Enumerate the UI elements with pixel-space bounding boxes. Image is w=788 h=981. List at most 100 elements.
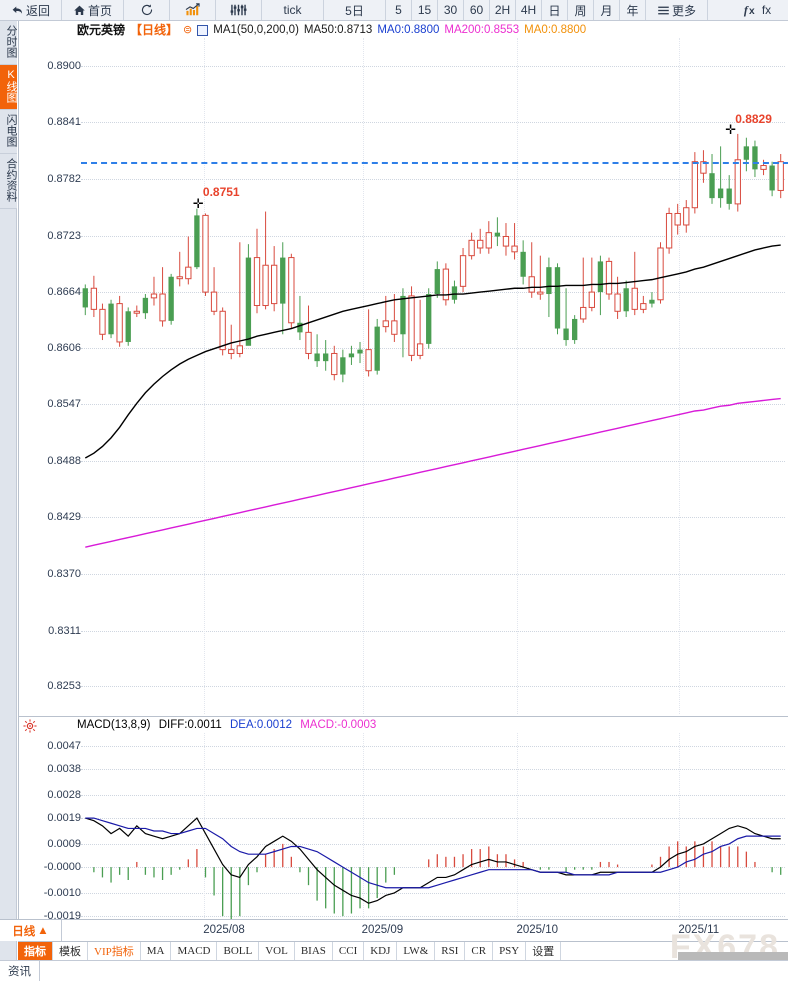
macd-gridline — [81, 843, 785, 845]
macd-ytick-6: -0.0010 — [43, 886, 81, 899]
toolbar-btn-m30[interactable]: 30 — [438, 0, 464, 20]
toolbar-btn-h2[interactable]: 2H — [490, 0, 516, 20]
reference-price-line — [81, 161, 788, 164]
macd-svg — [85, 817, 782, 922]
indicator-btn-PSY[interactable]: PSY — [493, 942, 527, 960]
toolbar-btn-chart[interactable] — [170, 0, 216, 20]
macd-ytick-4: 0.0009 — [47, 837, 81, 850]
price-panel[interactable]: 0.8900 0.8841 0.8782 0.8723 0.8664 0.8606 0.85… — [19, 38, 788, 714]
macd-name: MACD(13,8,9) — [77, 719, 151, 731]
sidebar-item-2[interactable]: 闪电图 — [0, 110, 17, 154]
price-gridline — [81, 178, 785, 180]
toolbar-btn-m15[interactable]: 15 — [412, 0, 438, 20]
price-gridline — [81, 460, 785, 462]
indicator-sliders-icon — [229, 3, 248, 17]
indicator-btn-LW&[interactable]: LW& — [397, 942, 436, 960]
price-ytick-0: 0.8900 — [47, 59, 81, 72]
period-label: 【日线】 — [130, 23, 179, 37]
symbol-mark-icon: ⊜ — [183, 24, 193, 36]
toolbar-spacer — [708, 0, 726, 20]
bar-chart-icon — [184, 3, 202, 17]
toolbar-btn-tick[interactable]: tick — [262, 0, 324, 20]
price-vgridline — [679, 38, 681, 714]
indicator-btn-CR[interactable]: CR — [465, 942, 494, 960]
toolbar-btn-day[interactable]: 日 — [542, 0, 568, 20]
price-ytick-1: 0.8841 — [47, 116, 81, 129]
macd-gridline — [81, 745, 785, 747]
sidebar-item-3[interactable]: 合约资料 — [0, 154, 17, 209]
indicator-btn-VIP指标[interactable]: VIP指标 — [88, 942, 141, 960]
price-ytick-4: 0.8664 — [47, 286, 81, 299]
indicator-thumb-icon[interactable] — [197, 25, 209, 36]
price-ytick-2: 0.8782 — [47, 172, 81, 185]
toolbar-btn-home[interactable]: 首页 — [62, 0, 124, 20]
sidebar-item-0[interactable]: 分时图 — [0, 21, 17, 65]
macd-gridline — [81, 916, 785, 918]
indicator-btn-MACD[interactable]: MACD — [171, 942, 218, 960]
price-ytick-10: 0.8311 — [48, 624, 81, 637]
macd-panel[interactable]: MACD(13,8,9) DIFF:0.0011 DEA:0.0012 MACD… — [19, 716, 788, 928]
macd-y-axis: 0.0047 0.0038 0.0028 0.0019 0.0009 -0.0000 -0.… — [19, 717, 81, 928]
price-ytick-6: 0.8547 — [47, 398, 81, 411]
indicator-btn-RSI[interactable]: RSI — [435, 942, 466, 960]
toolbar-btn-m5[interactable]: 5 — [386, 0, 412, 20]
toolbar-btn-m60[interactable]: 60 — [464, 0, 490, 20]
candlestick-svg — [82, 133, 784, 548]
macd-ytick-5: -0.0000 — [43, 861, 81, 874]
price-gridline — [81, 686, 785, 688]
indicator-btn-VOL[interactable]: VOL — [259, 942, 295, 960]
x-axis-dates: 2025/08 2025/09 2025/10 2025/11 — [18, 919, 788, 941]
indicator-btn-KDJ[interactable]: KDJ — [364, 942, 398, 960]
indicator-btn-CCI[interactable]: CCI — [333, 942, 365, 960]
indicator-btn-MA[interactable]: MA — [141, 942, 172, 960]
toolbar-label-m30: 30 — [443, 3, 458, 17]
toolbar-btn-indicators[interactable] — [216, 0, 262, 20]
left-sidebar: 分时图 K线图 闪电图 合约资料 — [0, 21, 17, 960]
price-plot[interactable]: 0.8751 ✛ 0.8829 ✛ — [81, 38, 788, 714]
macd-ytick-0: 0.0047 — [47, 739, 81, 752]
toolbar-btn-h4[interactable]: 4H — [516, 0, 542, 20]
toolbar-btn-month[interactable]: 月 — [594, 0, 620, 20]
toolbar-btn-week[interactable]: 周 — [568, 0, 594, 20]
ma200-value: MA200:0.8553 — [444, 23, 520, 36]
x-axis-label-0: 2025/08 — [203, 924, 245, 936]
toolbar-btn-year[interactable]: 年 — [620, 0, 646, 20]
macd-gridline — [81, 769, 785, 771]
footer-bar: 资讯 — [0, 960, 788, 981]
annotation-high-2: 0.8829 — [735, 111, 772, 126]
ma0-orange-value: MA0:0.8800 — [524, 23, 587, 36]
price-ytick-11: 0.8253 — [47, 680, 81, 693]
symbol-name: 欧元英镑 — [77, 23, 126, 37]
toolbar-btn-fx[interactable]: f x fx — [726, 0, 788, 20]
toolbar-btn-more[interactable]: 更多 — [646, 0, 708, 20]
toolbar-btn-5day[interactable]: 5日 — [324, 0, 386, 20]
horizontal-scrollbar-thumb[interactable] — [678, 952, 788, 960]
ma-line-MA200 — [85, 397, 781, 548]
price-gridline — [81, 404, 785, 406]
period-selector-tag[interactable]: 日线 ▲ — [0, 919, 62, 941]
toolbar-label-m15: 15 — [417, 3, 432, 17]
svg-text:f: f — [744, 3, 749, 17]
indicator-btn-模板[interactable]: 模板 — [53, 942, 88, 960]
indicator-btn-指标[interactable]: 指标 — [18, 942, 53, 960]
svg-text:x: x — [749, 6, 755, 17]
indicator-btn-设置[interactable]: 设置 — [526, 942, 562, 960]
toolbar-label-fx: fx — [761, 3, 772, 17]
macd-plot[interactable] — [81, 733, 785, 928]
macd-gridline — [81, 892, 785, 894]
indicator-btn-BIAS[interactable]: BIAS — [295, 942, 333, 960]
price-gridline — [81, 517, 785, 519]
toolbar-label-week: 周 — [574, 3, 587, 18]
settings-sun-icon[interactable] — [23, 719, 37, 733]
toolbar-btn-back[interactable]: 返回 — [0, 0, 62, 20]
sidebar-item-1[interactable]: K线图 — [0, 65, 17, 110]
toolbar-label-tick: tick — [283, 3, 302, 17]
macd-vgridline — [204, 733, 206, 928]
macd-gridline — [81, 794, 785, 796]
toolbar-btn-refresh[interactable] — [124, 0, 170, 20]
macd-ytick-1: 0.0038 — [47, 763, 81, 776]
footer-tab-news[interactable]: 资讯 — [0, 961, 40, 981]
ma50-value: MA50:0.8713 — [303, 23, 373, 36]
indicator-btn-BOLL[interactable]: BOLL — [217, 942, 260, 960]
price-y-axis: 0.8900 0.8841 0.8782 0.8723 0.8664 0.8606 0.85… — [19, 38, 81, 714]
